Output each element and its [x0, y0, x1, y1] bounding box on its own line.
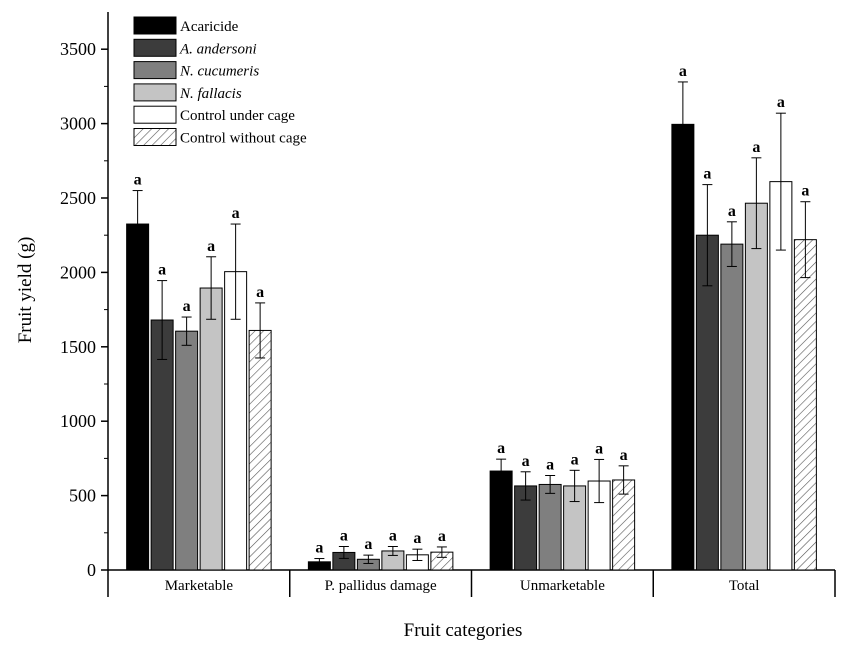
x-category-label: P. pallidus damage — [325, 578, 437, 594]
significance-letter: a — [497, 440, 505, 457]
bar — [126, 223, 150, 571]
significance-letter: a — [571, 451, 579, 468]
significance-letter: a — [413, 530, 421, 547]
significance-letter: a — [389, 527, 397, 544]
legend-label: Control under cage — [180, 108, 295, 124]
x-axis-title: Fruit categories — [404, 620, 523, 641]
significance-letter: a — [315, 540, 323, 557]
significance-letter: a — [438, 528, 446, 545]
legend-swatch — [133, 16, 177, 35]
legend-label: N. fallacis — [179, 86, 242, 102]
significance-letter: a — [620, 447, 628, 464]
bar — [720, 243, 744, 571]
legend-swatch — [133, 38, 177, 57]
y-tick-label: 500 — [69, 486, 96, 506]
significance-letter: a — [207, 238, 215, 255]
y-tick-label: 1000 — [60, 411, 96, 431]
significance-letter: a — [340, 527, 348, 544]
significance-letter: a — [728, 203, 736, 220]
significance-letter: a — [256, 284, 264, 301]
significance-letter: a — [232, 205, 240, 222]
bar — [175, 330, 199, 571]
bar — [744, 202, 768, 571]
legend-swatch — [133, 61, 177, 80]
x-category-label: Unmarketable — [520, 578, 605, 594]
significance-letter: a — [364, 536, 372, 553]
significance-letter: a — [546, 457, 554, 474]
y-tick-label: 2000 — [60, 262, 96, 282]
bar — [671, 123, 695, 571]
bar — [489, 470, 513, 571]
x-category-label: Total — [729, 578, 760, 594]
bar — [538, 483, 562, 571]
y-tick-label: 0 — [87, 560, 96, 580]
bar — [793, 239, 817, 571]
legend-swatch — [133, 105, 177, 124]
y-tick-label: 2500 — [60, 188, 96, 208]
y-tick-label: 3000 — [60, 114, 96, 134]
legend-label: Acaricide — [180, 19, 239, 35]
significance-letter: a — [183, 298, 191, 315]
significance-letter: a — [134, 172, 142, 189]
significance-letter: a — [777, 94, 785, 111]
legend-swatch — [133, 128, 177, 146]
significance-letter: a — [522, 453, 530, 470]
x-category-label: Marketable — [165, 578, 234, 594]
y-tick-label: 3500 — [60, 39, 96, 59]
bar — [199, 287, 223, 571]
significance-letter: a — [752, 139, 760, 156]
bar — [248, 329, 272, 571]
significance-letter: a — [679, 63, 687, 80]
legend-swatch — [133, 83, 177, 102]
legend-label: Control without cage — [180, 131, 307, 147]
significance-letter: a — [801, 183, 809, 200]
y-tick-label: 1500 — [60, 337, 96, 357]
significance-letter: a — [703, 166, 711, 183]
significance-letter: a — [158, 262, 166, 279]
significance-letter: a — [595, 440, 603, 457]
legend-label: A. andersoni — [179, 41, 257, 57]
y-axis-title: Fruit yield (g) — [15, 237, 36, 344]
legend-label: N. cucumeris — [179, 64, 259, 80]
